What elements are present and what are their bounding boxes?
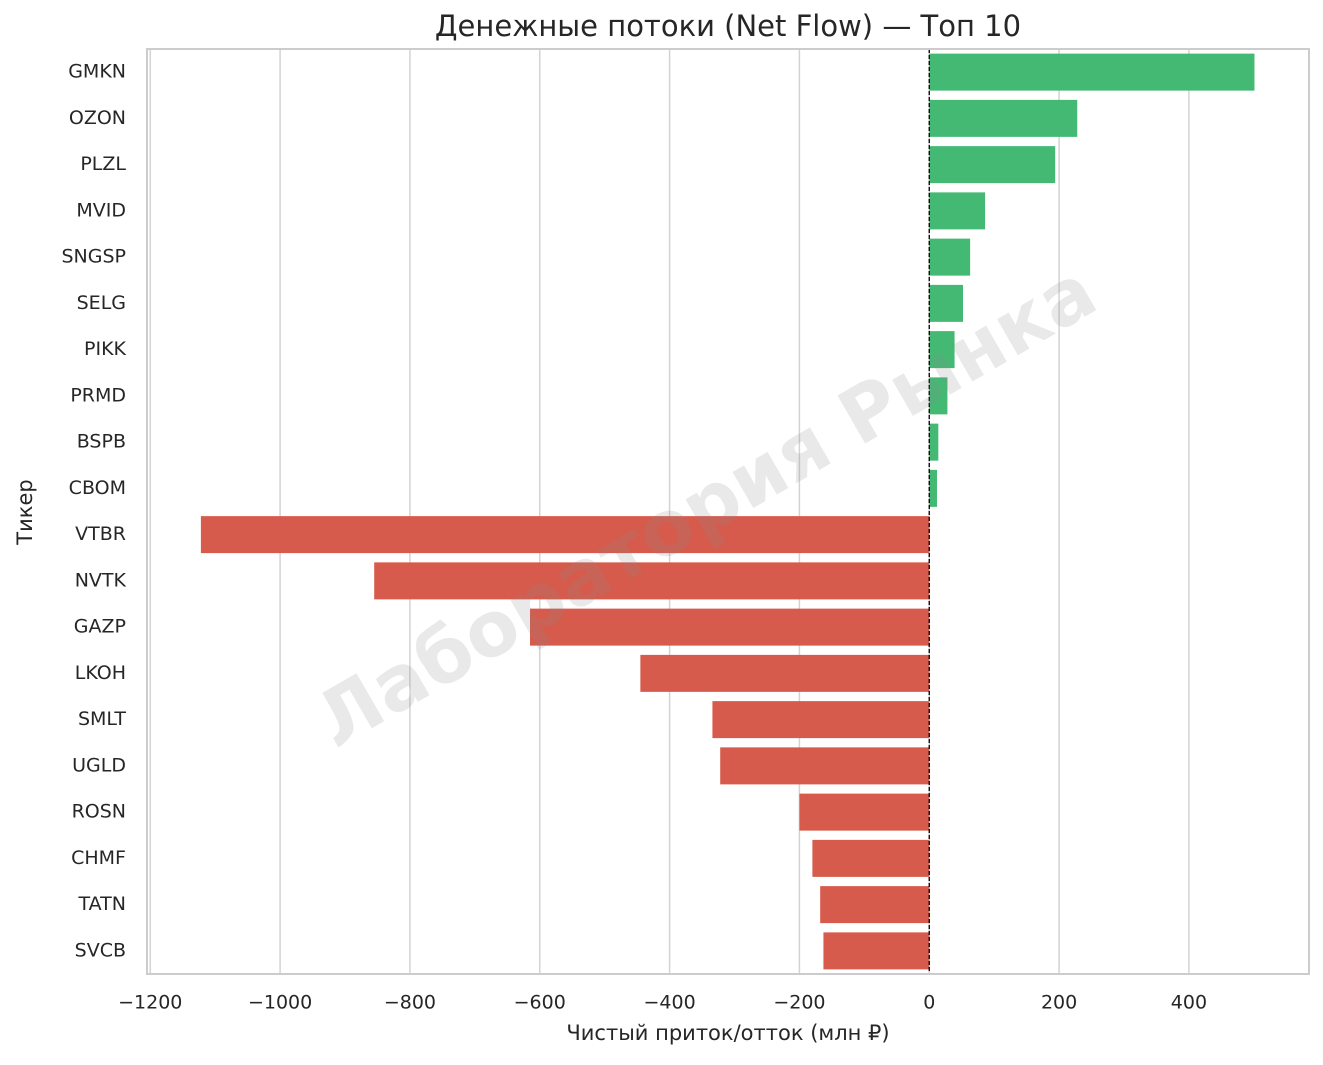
bar <box>640 654 930 692</box>
x-tick-label: 200 <box>1041 992 1077 1014</box>
bar <box>200 516 930 554</box>
y-tick-label: LKOH <box>75 662 126 684</box>
bar <box>720 747 930 785</box>
x-tick-label: −400 <box>643 992 695 1014</box>
y-tick-label: SVCB <box>75 939 126 961</box>
bar <box>799 793 930 831</box>
bar <box>374 562 930 600</box>
y-tick-label: SMLT <box>78 708 126 730</box>
x-tick-label: −200 <box>773 992 825 1014</box>
bar <box>929 377 948 415</box>
bar <box>929 99 1078 137</box>
x-axis-label: Чистый приток/отток (млн ₽) <box>566 1021 889 1045</box>
x-tick-label: 400 <box>1171 992 1207 1014</box>
x-tick-label: −1200 <box>118 992 182 1014</box>
bar <box>812 839 930 877</box>
y-tick-label: SNGSP <box>61 246 126 268</box>
x-tick-label: −800 <box>384 992 436 1014</box>
bar <box>530 608 930 646</box>
x-tick-label: −600 <box>514 992 566 1014</box>
y-tick-label: GAZP <box>74 616 126 638</box>
bar <box>929 53 1255 91</box>
y-tick-label: PIKK <box>84 338 127 360</box>
y-tick-label: PRMD <box>70 384 126 406</box>
x-tick-label: −1000 <box>248 992 312 1014</box>
x-tick-label: 0 <box>923 992 935 1014</box>
y-tick-label: UGLD <box>72 754 126 776</box>
y-tick-label: CBOM <box>69 477 126 499</box>
y-tick-label: MVID <box>76 199 126 221</box>
chart-title: Денежные потоки (Net Flow) — Топ 10 <box>435 9 1021 43</box>
bar <box>820 886 930 924</box>
bar <box>712 701 930 739</box>
bar <box>929 469 938 507</box>
bar <box>929 284 963 322</box>
y-tick-label: OZON <box>69 107 126 129</box>
y-tick-label: ROSN <box>72 801 126 823</box>
y-tick-label: CHMF <box>71 847 126 869</box>
y-tick-label: NVTK <box>75 569 127 591</box>
y-tick-label: SELG <box>77 292 126 314</box>
y-tick-label: BSPB <box>77 431 126 453</box>
y-tick-label: GMKN <box>68 61 126 83</box>
y-tick-label: PLZL <box>80 153 126 175</box>
bar <box>929 192 986 230</box>
bar <box>929 423 939 461</box>
bar <box>929 146 1056 184</box>
bar <box>929 331 955 369</box>
y-axis-label: Тикер <box>13 479 37 545</box>
bar <box>823 932 930 970</box>
bar <box>929 238 971 276</box>
y-tick-label: TATN <box>78 893 126 915</box>
y-tick-label: VTBR <box>75 523 126 545</box>
plot-frame <box>146 48 1310 975</box>
